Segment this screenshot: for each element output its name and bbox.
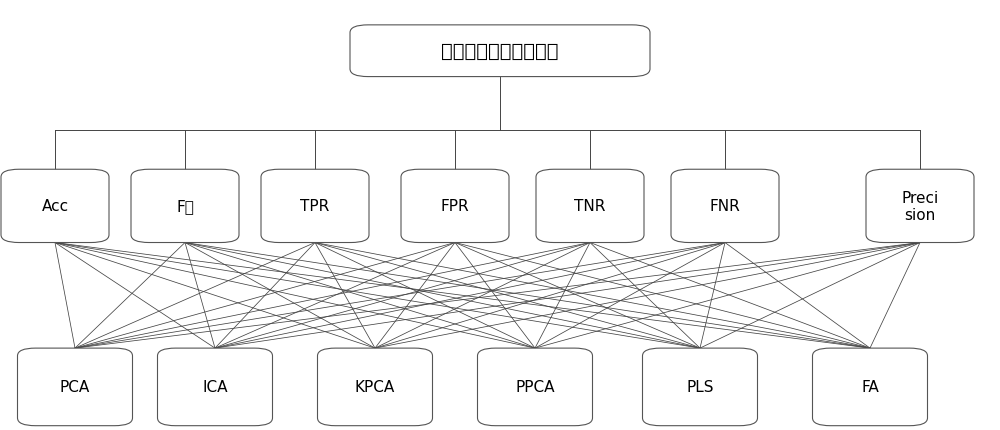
Text: PCA: PCA [60, 380, 90, 394]
FancyBboxPatch shape [350, 26, 650, 77]
Text: FNR: FNR [710, 199, 740, 214]
Text: Acc: Acc [41, 199, 69, 214]
FancyBboxPatch shape [158, 348, 272, 426]
FancyBboxPatch shape [866, 170, 974, 243]
FancyBboxPatch shape [401, 170, 509, 243]
Text: PLS: PLS [686, 380, 714, 394]
Text: ICA: ICA [202, 380, 228, 394]
Text: 选择最优的分类器方法: 选择最优的分类器方法 [441, 42, 559, 61]
Text: F值: F值 [176, 199, 194, 214]
FancyBboxPatch shape [1, 170, 109, 243]
FancyBboxPatch shape [478, 348, 592, 426]
FancyBboxPatch shape [671, 170, 779, 243]
FancyBboxPatch shape [131, 170, 239, 243]
Text: FPR: FPR [441, 199, 469, 214]
Text: PPCA: PPCA [515, 380, 555, 394]
Text: Preci
sion: Preci sion [901, 190, 939, 223]
Text: FA: FA [861, 380, 879, 394]
FancyBboxPatch shape [642, 348, 758, 426]
Text: KPCA: KPCA [355, 380, 395, 394]
FancyBboxPatch shape [261, 170, 369, 243]
FancyBboxPatch shape [536, 170, 644, 243]
FancyBboxPatch shape [318, 348, 432, 426]
Text: TPR: TPR [300, 199, 330, 214]
FancyBboxPatch shape [17, 348, 132, 426]
FancyBboxPatch shape [812, 348, 928, 426]
Text: TNR: TNR [574, 199, 606, 214]
